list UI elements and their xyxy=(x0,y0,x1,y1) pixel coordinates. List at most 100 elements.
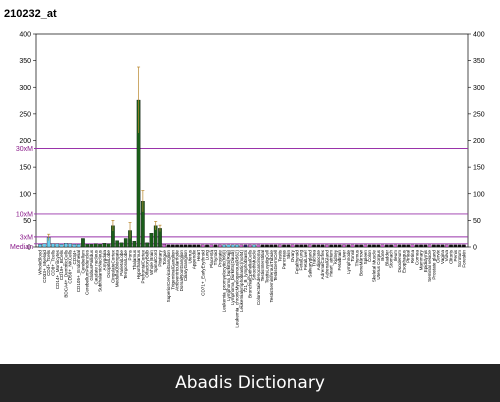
bar-60 xyxy=(290,244,295,248)
left-tick-label: 50 xyxy=(23,218,31,225)
bar-77 xyxy=(363,244,368,248)
bar-81 xyxy=(380,244,385,248)
bar-series xyxy=(38,99,466,248)
category-label-33: Atrioventricularnode xyxy=(175,250,180,291)
bar-44 xyxy=(222,244,226,248)
left-tick-label: 400 xyxy=(19,32,31,39)
category-label-57: Testis xyxy=(277,249,282,261)
bar-74 xyxy=(350,244,355,248)
bar-33 xyxy=(175,244,179,248)
category-label-45: Lymphoma_burkitts(Raji) xyxy=(226,250,231,301)
category-label-59: Skin xyxy=(286,250,291,259)
category-label-9: CD34+ xyxy=(72,250,77,265)
category-label-67: AdrenalCortex xyxy=(320,249,325,279)
bar-27 xyxy=(149,233,154,248)
bar-70 xyxy=(333,244,338,248)
bar-62 xyxy=(299,244,304,248)
category-label-52: ColorectalAdenocarcinoma xyxy=(256,250,261,306)
reference-line-label: 3xM xyxy=(20,234,33,241)
bar-15 xyxy=(98,244,102,248)
bar-97 xyxy=(449,244,453,248)
category-label-5: CD14+_Monocytes xyxy=(55,249,60,289)
category-label-15: SubthalamicNucleus xyxy=(98,249,103,292)
reference-line-label: 30xM xyxy=(16,146,33,153)
bar-42 xyxy=(213,244,218,248)
category-label-96: Vulva xyxy=(444,250,449,262)
category-label-16: Amygdala xyxy=(102,250,107,271)
category-label-37: Appendix xyxy=(192,249,197,269)
bar-99 xyxy=(457,244,462,248)
bar-7 xyxy=(64,243,68,248)
bar-68 xyxy=(325,244,329,248)
bar-83 xyxy=(389,244,393,248)
category-label-88: Retina xyxy=(410,250,415,264)
category-label-98: Penis xyxy=(453,249,458,261)
category-label-78: Colon xyxy=(367,250,372,262)
category-label-28: SpinalCord xyxy=(153,250,158,273)
bar-14 xyxy=(93,243,98,248)
category-label-68: AdrenalGland xyxy=(324,250,329,279)
category-label-4: CD8+_Tcells xyxy=(50,249,55,276)
bar-4 xyxy=(51,243,55,248)
bar-32 xyxy=(171,244,175,248)
bar-72 xyxy=(342,244,346,248)
category-label-62: FetalLung xyxy=(299,250,304,271)
category-label-8: CD56+_NKCells xyxy=(68,249,73,283)
bar-40 xyxy=(205,244,209,248)
bar-100 xyxy=(462,244,466,248)
right-tick-label: 350 xyxy=(473,58,485,65)
right-tick-label: 300 xyxy=(473,85,485,92)
bar-54 xyxy=(265,244,269,248)
bar-75 xyxy=(355,244,359,248)
bar-39 xyxy=(200,244,205,248)
bar-64 xyxy=(307,244,312,248)
bar-93 xyxy=(432,244,436,248)
category-label-91: Epididymis xyxy=(423,249,428,272)
bar-53 xyxy=(260,244,265,248)
bar-95 xyxy=(440,244,445,248)
category-label-2: CD33+_Myeloid xyxy=(42,250,47,283)
category-label-41: Placenta xyxy=(209,250,214,268)
category-label-22: Pons xyxy=(128,249,133,260)
bar-26 xyxy=(145,242,149,248)
category-label-38: Heart xyxy=(196,249,201,261)
reference-lines: 30xM 10xM 3xM Median xyxy=(10,146,468,251)
category-label-32: TrigeminalGanglion xyxy=(170,250,175,290)
category-label-97: Clitoris xyxy=(449,249,454,264)
category-label-27: Whole Brain xyxy=(149,250,154,275)
bar-48 xyxy=(239,244,244,248)
right-tick-label: 150 xyxy=(473,165,485,172)
bar-9 xyxy=(72,244,77,248)
category-label-77: Spleen xyxy=(363,250,368,265)
bar-66 xyxy=(316,244,321,248)
bar-63 xyxy=(303,244,308,248)
bar-52 xyxy=(256,244,261,248)
category-label-60: Ovary xyxy=(290,249,295,262)
left-tick-label: 0 xyxy=(27,245,31,252)
category-label-24: Hypothalamus xyxy=(136,249,141,279)
left-tick-label: 350 xyxy=(19,58,31,65)
bar-84 xyxy=(393,244,398,248)
bar-50 xyxy=(248,244,252,248)
left-tick-label: 250 xyxy=(19,111,31,118)
category-label-86: Esophagus xyxy=(401,249,406,273)
category-label-72: Liver xyxy=(342,250,347,260)
right-tick-label: 250 xyxy=(473,111,485,118)
category-label-74: Tonsil xyxy=(350,250,355,262)
category-label-35: CiliaryGanglion xyxy=(183,250,188,282)
bar-58 xyxy=(282,244,286,248)
bar-1 xyxy=(38,244,42,248)
bar-47 xyxy=(235,244,239,248)
bar-61 xyxy=(295,244,299,248)
bar-86 xyxy=(402,244,406,248)
bar-80 xyxy=(376,244,381,248)
bar-79 xyxy=(372,244,376,248)
category-label-93: Prostate gland xyxy=(431,250,436,280)
category-label-46: Lymphoma_burkitts(Daudi) xyxy=(230,250,235,305)
category-label-94: Cervix xyxy=(436,249,441,263)
right-tick-label: 200 xyxy=(473,138,485,145)
left-tick-label: 150 xyxy=(19,165,31,172)
category-label-81: Bone xyxy=(380,250,385,261)
category-label-90: Mammary xyxy=(419,249,424,270)
